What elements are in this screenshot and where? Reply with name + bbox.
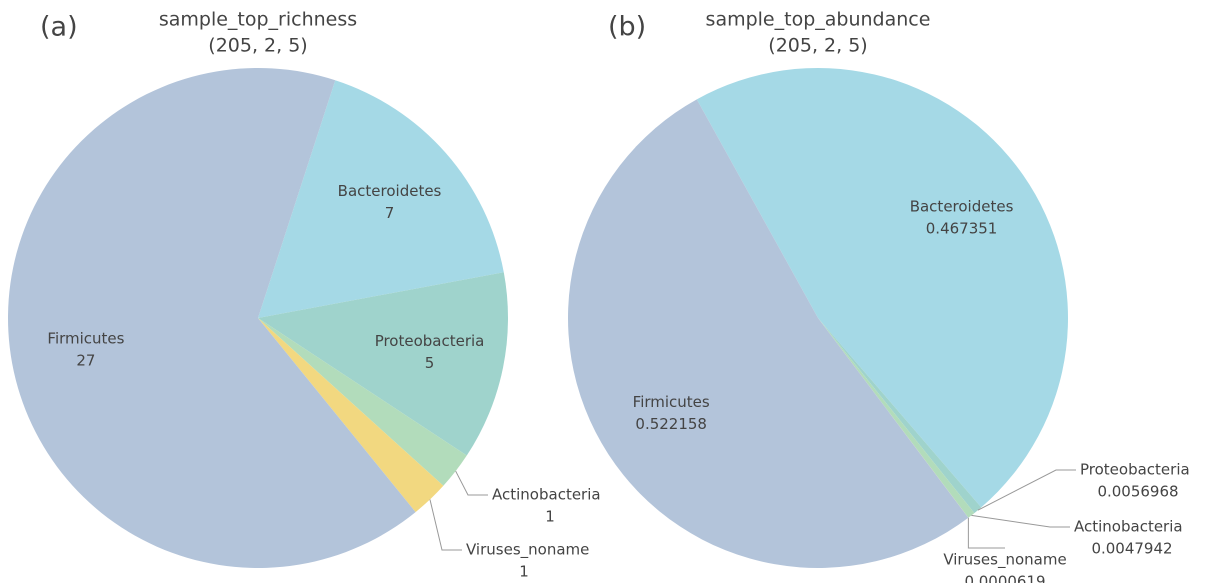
pie-slice: [568, 99, 969, 568]
slice-label: Bacteroidetes: [338, 182, 442, 200]
pie-slice: [258, 318, 444, 513]
leader-line: [971, 514, 1070, 528]
pie-slice: [258, 80, 504, 318]
pie-slice: [696, 67, 1069, 508]
chart-title: sample_top_richness: [159, 9, 357, 31]
leader-line: [977, 469, 1076, 511]
leader-line: [455, 470, 488, 496]
slice-value: 1: [545, 508, 555, 526]
slice-label: Firmicutes: [47, 330, 124, 348]
pie-slice: [258, 318, 467, 486]
pie-slice: [8, 67, 416, 569]
panel-label: (a): [40, 12, 78, 43]
slice-value: 1: [519, 563, 529, 581]
leader-line: [429, 499, 462, 551]
chart-title: sample_top_abundance: [706, 9, 931, 31]
slice-label: Proteobacteria: [1080, 461, 1190, 479]
slice-value: 0.0047942: [1091, 540, 1172, 558]
pie-slice: [818, 318, 975, 518]
slice-value: 0.467351: [926, 219, 998, 237]
slice-label: Actinobacteria: [492, 486, 601, 504]
slice-label: Proteobacteria: [375, 332, 485, 350]
slice-label: Bacteroidetes: [910, 197, 1014, 215]
slice-value: 0.522158: [635, 415, 707, 433]
pie-slice: [818, 318, 982, 514]
slice-value: 7: [385, 204, 395, 222]
chart-subtitle: (205, 2, 5): [208, 35, 307, 57]
slice-value: 0.0000619: [964, 573, 1045, 583]
slice-label: Viruses_noname: [943, 551, 1066, 570]
slice-value: 5: [425, 354, 435, 372]
pie-slice: [258, 272, 509, 456]
leader-line: [967, 517, 1005, 549]
panel-label: (b): [608, 12, 646, 43]
slice-label: Viruses_noname: [466, 541, 589, 560]
slice-label: Firmicutes: [633, 393, 710, 411]
slice-value: 27: [76, 352, 95, 370]
chart-subtitle: (205, 2, 5): [768, 35, 867, 57]
pie-slice: [818, 318, 969, 518]
slice-label: Actinobacteria: [1074, 518, 1183, 536]
slice-value: 0.0056968: [1097, 483, 1178, 501]
